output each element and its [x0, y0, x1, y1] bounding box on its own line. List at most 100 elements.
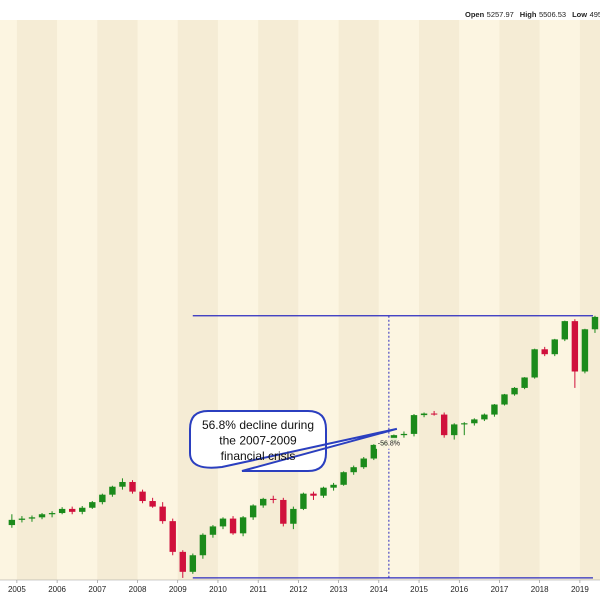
callout-text: 56.8% decline during: [202, 418, 314, 432]
candle-body: [320, 487, 327, 496]
header-value: 4953.5: [590, 10, 600, 19]
candle-body: [410, 415, 418, 434]
background: 2005 2006 2007 2008 2009 2010 2011 2012 2013 2014…: [0, 20, 600, 594]
x-tick-label: 2015: [410, 585, 428, 594]
candle-body: [79, 507, 86, 512]
candle-body: [99, 494, 106, 503]
candle-body: [400, 433, 408, 436]
measure-label-bg: [375, 437, 402, 449]
candle-body: [109, 486, 116, 495]
x-tick-label: 2017: [491, 585, 509, 594]
candle-body: [461, 423, 468, 425]
x-tick-label: 2008: [129, 585, 147, 594]
candle-body: [28, 517, 36, 519]
candle-body: [531, 349, 538, 378]
x-tick-label: 2009: [169, 585, 187, 594]
candle-body: [511, 387, 518, 395]
header-value: 5506.53: [539, 10, 566, 19]
x-tick-label: 2011: [250, 585, 268, 594]
year-stripe: [217, 20, 259, 580]
candle-body: [58, 508, 66, 514]
candle-body: [471, 419, 478, 424]
candle-body: [18, 518, 26, 520]
year-stripe: [419, 20, 460, 580]
year-stripe: [258, 20, 299, 580]
candle-body: [300, 493, 307, 509]
candle-body: [541, 349, 548, 355]
candle-body: [239, 517, 247, 534]
candle-body: [350, 467, 357, 473]
candle-body: [179, 551, 186, 572]
measure-label: -56.8%: [378, 441, 400, 448]
candle-body: [280, 499, 287, 524]
candle-body: [8, 519, 16, 526]
year-stripe: [499, 20, 540, 580]
callout-text: financial crisis: [221, 449, 296, 463]
candle-body: [501, 394, 508, 405]
candle-body: [219, 518, 227, 527]
candle-body: [370, 444, 377, 459]
x-tick-label: 2007: [88, 585, 106, 594]
x-tick-label: 2019: [571, 585, 589, 594]
candle-body: [260, 498, 267, 506]
candle-body: [340, 472, 347, 485]
header-label: Low: [572, 10, 587, 19]
overlay: -56.8% 56.8% decline during the 2007-2009f…: [189, 10, 600, 579]
candle-body: [430, 413, 438, 415]
year-stripe: [57, 20, 98, 580]
candle-body: [129, 481, 136, 492]
candle-body: [229, 518, 237, 534]
x-tick-label: 2006: [48, 585, 66, 594]
candle-body: [89, 502, 96, 508]
candle-body: [189, 555, 197, 572]
candle-body: [451, 424, 458, 436]
year-stripe: [459, 20, 500, 580]
candle-body: [159, 506, 166, 522]
candle-body: [199, 534, 207, 556]
candle-body: [38, 514, 46, 518]
x-tick-label: 2005: [8, 585, 26, 594]
header-value: 5257.97: [487, 10, 514, 19]
candle-body: [491, 404, 498, 415]
candle-body: [209, 526, 217, 535]
candle-body: [290, 508, 297, 524]
year-stripe: [539, 20, 580, 580]
x-tick-label: 2018: [531, 585, 549, 594]
candle-body: [68, 508, 76, 512]
x-tick-label: 2012: [289, 585, 307, 594]
x-tick-label: 2014: [370, 585, 388, 594]
candle-body: [571, 321, 579, 372]
candle-body: [481, 414, 488, 420]
candle-body: [551, 339, 558, 355]
candle-body: [249, 505, 257, 518]
candle-body: [169, 521, 176, 552]
x-tick-label: 2010: [209, 585, 227, 594]
candle-body: [521, 377, 528, 388]
x-tick-label: 2013: [330, 585, 348, 594]
callout-bubble: [189, 410, 398, 472]
candle-body: [119, 481, 126, 487]
x-tick-label: 2016: [450, 585, 468, 594]
header-label: High: [520, 10, 537, 19]
candle-body: [149, 501, 156, 507]
header-label: Open: [465, 10, 485, 19]
candle-body: [330, 484, 337, 488]
candle-body: [591, 316, 599, 330]
candle-body: [561, 321, 569, 340]
candles: [8, 315, 599, 578]
year-stripe: [338, 20, 379, 580]
candle-body: [310, 493, 317, 496]
candle-body: [270, 498, 277, 500]
year-stripe: [378, 20, 420, 580]
candle-body: [420, 413, 428, 416]
candle-body: [440, 414, 448, 436]
candle-body: [581, 329, 589, 372]
year-stripe: [137, 20, 178, 580]
year-stripe: [16, 20, 58, 580]
year-stripe: [177, 20, 218, 580]
year-stripe: [579, 20, 600, 580]
candle-body: [139, 491, 146, 502]
candle-body: [360, 458, 367, 468]
